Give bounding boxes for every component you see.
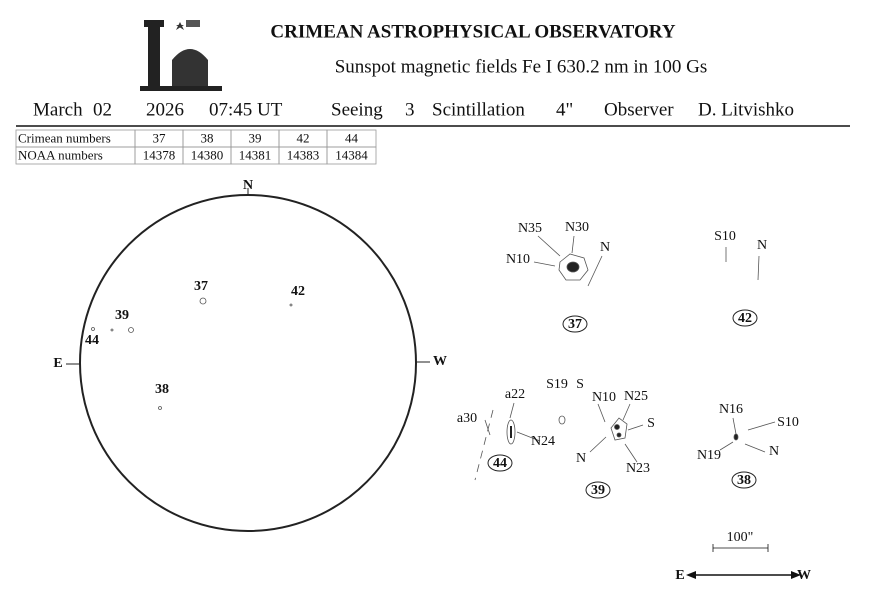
field-label: N35 bbox=[518, 221, 542, 236]
field-label: N bbox=[769, 444, 779, 459]
field-label: N19 bbox=[697, 448, 721, 463]
year: 2026 bbox=[146, 99, 184, 120]
scale-west: W bbox=[797, 568, 811, 583]
field-label: a22 bbox=[505, 387, 525, 402]
group-number: 42 bbox=[738, 311, 752, 326]
group-number: 44 bbox=[493, 456, 507, 471]
field-label: N16 bbox=[719, 402, 743, 417]
region-label: 39 bbox=[115, 308, 129, 323]
seeing-label: Seeing bbox=[331, 99, 383, 120]
region-label: 38 bbox=[155, 382, 169, 397]
groups: 37 N35 N30 N10 N 42 S10 N 44 a22 a30 N24 39 S19 S N10 N2… bbox=[457, 220, 799, 499]
field-label: N bbox=[600, 240, 610, 255]
group-number: 37 bbox=[568, 317, 582, 332]
field-label: N bbox=[576, 451, 586, 466]
field-label: N25 bbox=[624, 389, 648, 404]
observation-line: March 02 2026 07:45 UT Seeing 3 Scintill… bbox=[33, 99, 794, 120]
table-text: Crimean numbers bbox=[18, 130, 111, 145]
field-label: S19 bbox=[546, 377, 568, 392]
table-text: 38 bbox=[201, 130, 214, 145]
field-label: S10 bbox=[714, 229, 736, 244]
field-label: S10 bbox=[777, 415, 799, 430]
observer-label: Observer bbox=[604, 99, 674, 120]
east: E bbox=[53, 356, 62, 371]
group-oval bbox=[487, 454, 513, 472]
table-text: 39 bbox=[249, 130, 262, 145]
field-label: N bbox=[757, 238, 767, 253]
west: W bbox=[433, 354, 447, 369]
group-number: 38 bbox=[737, 473, 751, 488]
scale-east: E bbox=[675, 568, 684, 583]
field-label: N10 bbox=[506, 252, 530, 267]
disk-spots bbox=[91, 297, 293, 410]
table: Crimean numbers 37 38 39 42 44 NOAA numbers 143… bbox=[15, 129, 377, 165]
north: N bbox=[243, 178, 253, 193]
table-text: 44 bbox=[345, 130, 359, 145]
time: 07:45 UT bbox=[209, 99, 283, 120]
field-label: S bbox=[647, 416, 655, 431]
logo bbox=[140, 20, 222, 91]
field-label: N10 bbox=[592, 390, 616, 405]
group-oval bbox=[585, 481, 611, 499]
table-text: 42 bbox=[297, 130, 310, 145]
solar-disk bbox=[79, 194, 417, 532]
scale-label: 100" bbox=[727, 530, 754, 545]
table-text: NOAA numbers bbox=[18, 147, 103, 162]
disk-regions: 37 42 39 44 38 bbox=[85, 279, 305, 397]
table-text: 14383 bbox=[287, 147, 320, 162]
field-label: S bbox=[576, 377, 584, 392]
table-text: 14384 bbox=[335, 147, 368, 162]
table-cell bbox=[326, 146, 377, 165]
group-oval bbox=[732, 309, 758, 327]
field-label: N23 bbox=[626, 461, 650, 476]
observer: D. Litvishko bbox=[698, 99, 794, 120]
title: CRIMEAN ASTROPHYSICAL OBSERVATORY bbox=[270, 21, 675, 42]
month: March bbox=[33, 99, 83, 120]
table-text: 37 bbox=[153, 130, 167, 145]
scintillation: 4" bbox=[556, 99, 573, 120]
region-label: 42 bbox=[291, 284, 305, 299]
group-oval bbox=[731, 471, 757, 489]
scintillation-label: Scintillation bbox=[432, 99, 525, 120]
group-sketches bbox=[474, 235, 801, 579]
seeing: 3 bbox=[405, 99, 415, 120]
group-number: 39 bbox=[591, 483, 605, 498]
region-label: 37 bbox=[194, 279, 208, 294]
field-label: N30 bbox=[565, 220, 589, 235]
region-label: 44 bbox=[85, 333, 99, 348]
field-label: a30 bbox=[457, 411, 477, 426]
field-label: N24 bbox=[531, 434, 555, 449]
table-text: 14378 bbox=[143, 147, 176, 162]
subtitle: Sunspot magnetic fields Fe I 630.2 nm in… bbox=[335, 56, 708, 77]
group-oval bbox=[562, 315, 588, 333]
day: 02 bbox=[93, 99, 112, 120]
table-text: 14381 bbox=[239, 147, 272, 162]
table-text: 14380 bbox=[191, 147, 224, 162]
